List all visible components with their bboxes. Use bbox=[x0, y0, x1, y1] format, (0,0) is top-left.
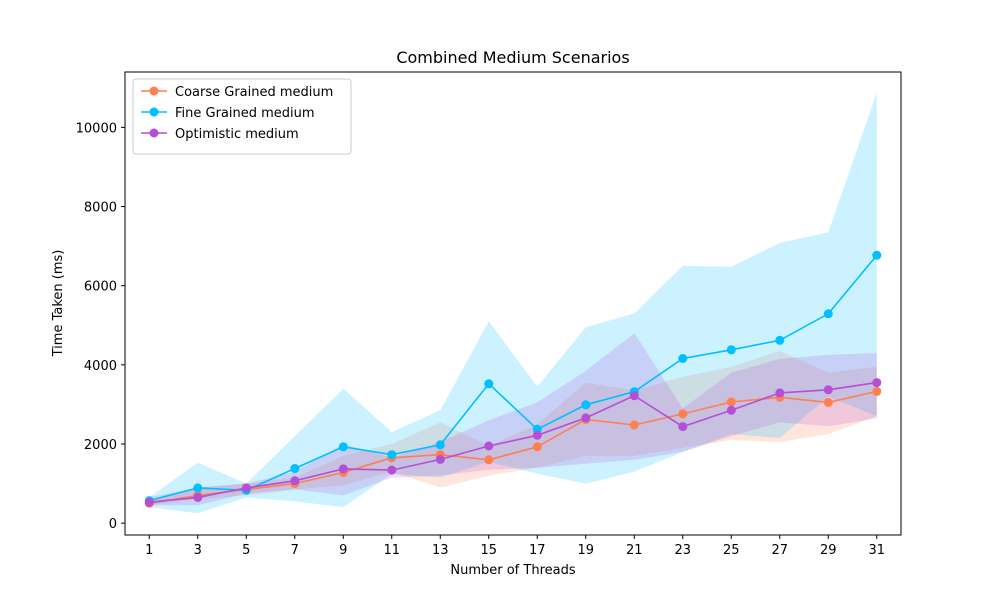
coarse-grained-medium-point bbox=[629, 420, 639, 430]
x-tick-label: 1 bbox=[145, 543, 153, 558]
x-tick-label: 5 bbox=[242, 543, 250, 558]
optimistic-medium-point bbox=[435, 454, 445, 464]
y-tick-label: 10000 bbox=[76, 121, 117, 136]
legend-label: Optimistic medium bbox=[175, 127, 299, 142]
legend-box bbox=[132, 78, 352, 155]
fine-grained-medium-point bbox=[435, 440, 445, 450]
legend: Coarse Grained medium Fine Grained medium… bbox=[132, 78, 352, 155]
optimistic-medium-point bbox=[338, 464, 348, 474]
optimistic-medium-point bbox=[872, 378, 882, 388]
coarse-grained-medium-band bbox=[149, 351, 877, 506]
series-lines bbox=[149, 254, 878, 505]
fine-grained-medium-point bbox=[678, 354, 688, 363]
fine-grained-medium-line bbox=[149, 254, 878, 502]
fine-grained-medium-point bbox=[290, 464, 300, 473]
optimistic-medium-point bbox=[678, 422, 688, 432]
fine-grained-medium-point bbox=[193, 483, 203, 493]
coarse-grained-medium-line bbox=[149, 390, 877, 505]
y-tick-label: 6000 bbox=[84, 280, 117, 295]
coarse-grained-medium-legend-marker bbox=[149, 86, 159, 96]
optimistic-medium-point bbox=[775, 388, 785, 398]
legend-label: Coarse Grained medium bbox=[175, 85, 333, 100]
x-tick-label: 3 bbox=[194, 543, 202, 558]
x-tick-label: 15 bbox=[480, 543, 497, 558]
fine-grained-medium-band bbox=[149, 92, 877, 514]
optimistic-medium-point bbox=[581, 413, 591, 423]
x-tick-label: 7 bbox=[291, 543, 299, 558]
fine-grained-medium-point bbox=[484, 379, 494, 389]
fine-grained-medium-point bbox=[387, 450, 397, 460]
plot-area-frame bbox=[124, 71, 902, 536]
fine-grained-medium-point bbox=[338, 442, 348, 452]
coarse-grained-medium-point bbox=[678, 409, 688, 419]
coarse-grained-medium-point bbox=[726, 397, 736, 407]
y-tick-label: 0 bbox=[109, 517, 117, 532]
optimistic-medium-point bbox=[193, 492, 203, 502]
optimistic-medium-line bbox=[149, 381, 877, 503]
x-tick-label: 13 bbox=[432, 543, 449, 558]
x-tick-label: 17 bbox=[529, 543, 546, 558]
fine-grained-medium-point bbox=[581, 400, 591, 410]
x-tick-label: 31 bbox=[868, 543, 885, 558]
fine-grained-medium-point bbox=[872, 250, 882, 260]
coarse-grained-medium-point bbox=[484, 455, 494, 465]
x-tick-label: 19 bbox=[577, 543, 594, 558]
fine-grained-medium-point bbox=[726, 345, 736, 355]
chart-title: Combined Medium Scenarios bbox=[396, 48, 629, 67]
x-tick-label: 29 bbox=[820, 543, 837, 558]
y-tick-label: 4000 bbox=[84, 359, 117, 374]
legend-label: Fine Grained medium bbox=[175, 106, 315, 121]
optimistic-medium-point bbox=[532, 430, 542, 440]
coarse-grained-medium-point bbox=[872, 386, 882, 396]
x-axis-ticks: 1 3 5 7 9 11 13 15 17 19 21 23 25 27 29 31 bbox=[145, 535, 885, 558]
coarse-grained-medium-point bbox=[532, 442, 542, 452]
x-tick-label: 11 bbox=[383, 543, 400, 558]
optimistic-medium-point bbox=[629, 391, 639, 401]
x-tick-label: 27 bbox=[771, 543, 788, 558]
optimistic-medium-point bbox=[144, 497, 154, 507]
x-tick-label: 9 bbox=[339, 543, 347, 558]
optimistic-medium-point bbox=[241, 483, 251, 493]
x-tick-label: 21 bbox=[626, 543, 643, 558]
y-tick-label: 2000 bbox=[84, 438, 117, 453]
y-axis-label: Time Taken (ms) bbox=[51, 250, 66, 358]
x-tick-label: 25 bbox=[723, 543, 740, 558]
fine-grained-medium-point bbox=[823, 309, 833, 319]
coarse-grained-medium-point bbox=[823, 397, 833, 407]
y-tick-label: 8000 bbox=[84, 201, 117, 216]
optimistic-medium-point bbox=[484, 441, 494, 451]
fine-grained-medium-legend-marker bbox=[149, 107, 159, 117]
optimistic-medium-point bbox=[823, 385, 833, 395]
series-points bbox=[144, 250, 882, 508]
fine-grained-medium-point bbox=[775, 335, 785, 345]
uncertainty-bands bbox=[149, 92, 877, 514]
optimistic-medium-band bbox=[149, 333, 877, 506]
optimistic-medium-point bbox=[290, 476, 300, 486]
y-axis-ticks: 0 2000 4000 6000 8000 10000 bbox=[76, 121, 125, 532]
optimistic-medium-point bbox=[387, 465, 397, 475]
x-tick-label: 23 bbox=[674, 543, 691, 558]
optimistic-medium-point bbox=[726, 405, 736, 415]
x-axis-label: Number of Threads bbox=[450, 563, 575, 578]
optimistic-medium-legend-marker bbox=[149, 128, 159, 138]
